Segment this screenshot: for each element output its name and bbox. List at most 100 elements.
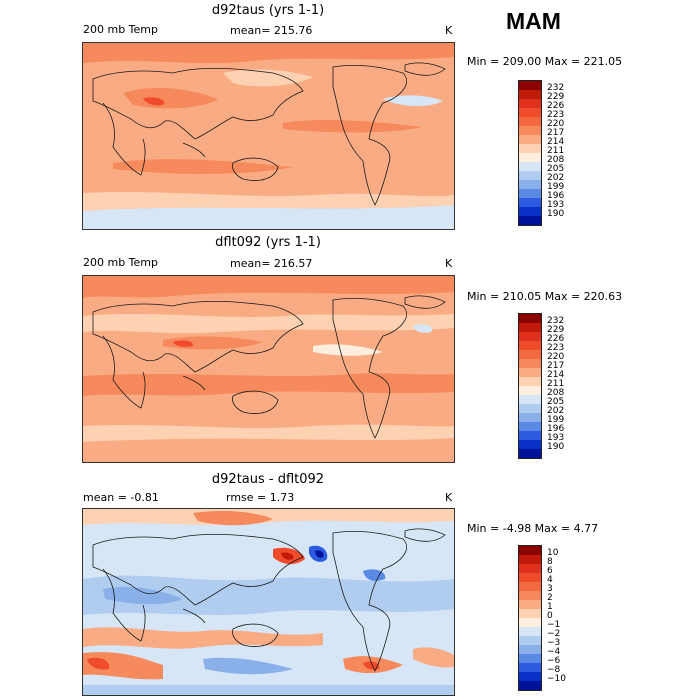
panel1-colorbar-tick-label: 223 [547, 110, 565, 120]
panel1-minmax-label: Min = 209.00 Max = 221.05 [467, 55, 623, 68]
panel1-colorbar-swatch [519, 153, 541, 163]
panel3-map [82, 508, 455, 696]
panel2-units-label: K [445, 257, 453, 270]
panel2-colorbar-swatch [519, 395, 541, 405]
panel3-colorbar-tick-label: −2 [547, 629, 561, 639]
panel2-colorbar-tick-label: 196 [547, 424, 565, 434]
panel3-colorbar-swatch [519, 618, 541, 628]
panel3-rmse-label: rmse = 1.73 [226, 491, 295, 504]
panel1-colorbar-tick-label: 205 [547, 164, 565, 174]
panel3-colorbar-tick-label: −4 [547, 647, 561, 657]
panel2-colorbar-swatch [519, 440, 541, 450]
panel3-colorbar-swatch [519, 627, 541, 637]
panel3-colorbar-swatch [519, 573, 541, 583]
panel2-colorbar-tick-label: 208 [547, 388, 565, 398]
panel3-colorbar-swatch [519, 663, 541, 673]
panel2-colorbar-swatch [519, 386, 541, 396]
panel2-colorbar-swatch [519, 350, 541, 360]
panel3-colorbar-swatch [519, 564, 541, 574]
panel1-colorbar-swatch [519, 198, 541, 208]
panel2-minmax-label: Min = 210.05 Max = 220.63 [467, 290, 623, 303]
panel1-variable-label: 200 mb Temp [83, 23, 159, 36]
panel3-colorbar-swatch [519, 636, 541, 646]
panel2-colorbar-swatch [519, 359, 541, 369]
panel2-colorbar-tick-label: 202 [547, 406, 565, 416]
panel2-colorbar-labels: 232 229 226 223 220 217 214 211 208 205 202 199 196 1… [547, 313, 587, 459]
panel3-colorbar-swatch [519, 591, 541, 601]
panel2-map [82, 275, 455, 463]
panel1-colorbar-tick-label: 193 [547, 200, 565, 210]
panel3-colorbar-swatch [519, 600, 541, 610]
panel1-colorbar-swatches [519, 81, 541, 225]
panel1-colorbar-swatch [519, 135, 541, 145]
panel2-colorbar-swatch [519, 314, 541, 324]
panel2-colorbar-swatch [519, 341, 541, 351]
panel1-colorbar-tick-label: 208 [547, 155, 565, 165]
panel2-colorbar-swatch [519, 404, 541, 414]
panel1-colorbar-tick-label: 232 [547, 83, 565, 93]
panel2-colorbar-tick-label: 190 [547, 442, 565, 452]
panel1-colorbar-swatch [519, 144, 541, 154]
panel2-colorbar-tick-label: 223 [547, 343, 565, 353]
panel3-colorbar-tick-label: 0 [547, 611, 553, 621]
panel2-colorbar-tick-label: 220 [547, 352, 565, 362]
panel3-colorbar-swatch [519, 672, 541, 682]
panel2-colorbar-tick-label: 211 [547, 379, 565, 389]
panel3-units-label: K [445, 491, 453, 504]
panel3-colorbar-tick-label: 6 [547, 566, 553, 576]
panel3-colorbar-swatches [519, 546, 541, 690]
panel3-colorbar-swatch [519, 609, 541, 619]
panel3-colorbar-tick-label: −10 [547, 674, 566, 684]
panel1-colorbar-swatch [519, 117, 541, 127]
season-title: MAM [506, 8, 561, 34]
panel2-title: dflt092 (yrs 1-1) [215, 235, 321, 250]
panel3-colorbar-swatch [519, 582, 541, 592]
panel2-colorbar-swatch [519, 323, 541, 333]
panel1-title: d92taus (yrs 1-1) [211, 3, 325, 18]
panel2-colorbar-swatch [519, 449, 541, 458]
panel1-colorbar-swatch [519, 99, 541, 109]
panel3-colorbar-swatch [519, 681, 541, 690]
panel3-colorbar-tick-label: −3 [547, 638, 561, 648]
panel2-colorbar-swatch [519, 332, 541, 342]
panel2-colorbar-swatch [519, 431, 541, 441]
panel1-mean-label: mean= 215.76 [230, 24, 313, 37]
panel2-colorbar-swatch [519, 413, 541, 423]
panel3-colorbar-swatch [519, 645, 541, 655]
panel3-colorbar [518, 545, 542, 691]
panel2-colorbar-swatch [519, 368, 541, 378]
panel1-colorbar-swatch [519, 189, 541, 199]
panel2-colorbar-swatch [519, 377, 541, 387]
panel2-colorbar-tick-label: 226 [547, 334, 565, 344]
panel3-title: d92taus - dflt092 [211, 472, 325, 487]
panel3-colorbar-tick-label: 2 [547, 593, 553, 603]
panel1-colorbar-labels: 232 229 226 223 220 217 214 211 208 205 202 199 196 1… [547, 80, 587, 226]
panel2-colorbar-tick-label: 232 [547, 316, 565, 326]
panel1-colorbar-tick-label: 199 [547, 182, 565, 192]
panel1-colorbar-swatch [519, 180, 541, 190]
panel1-colorbar-swatch [519, 108, 541, 118]
panel2-colorbar-swatch [519, 422, 541, 432]
panel2-colorbar-tick-label: 217 [547, 361, 565, 371]
panel3-colorbar-swatch [519, 555, 541, 565]
panel1-colorbar-swatch [519, 216, 541, 225]
panel2-colorbar-tick-label: 214 [547, 370, 565, 380]
panel3-colorbar-labels: 10 8 6 4 3 2 1 0 −1 −2 −3 −4 −6 −8 −10 [547, 545, 587, 691]
panel1-colorbar-tick-label: 220 [547, 119, 565, 129]
panel3-colorbar-swatch [519, 654, 541, 664]
panel1-colorbar-tick-label: 196 [547, 191, 565, 201]
panel2-colorbar-tick-label: 193 [547, 433, 565, 443]
panel3-minmax-label: Min = -4.98 Max = 4.77 [467, 522, 599, 535]
panel3-colorbar-tick-label: −1 [547, 620, 561, 630]
panel2-colorbar-tick-label: 199 [547, 415, 565, 425]
panel3-colorbar-tick-label: 10 [547, 548, 559, 558]
panel1-colorbar-swatch [519, 171, 541, 181]
panel1-colorbar-swatch [519, 207, 541, 217]
panel3-colorbar-tick-label: −6 [547, 656, 561, 666]
panel2-colorbar-tick-label: 229 [547, 325, 565, 335]
panel1-colorbar-swatch [519, 81, 541, 91]
panel1-colorbar-swatch [519, 90, 541, 100]
panel3-colorbar-swatch [519, 546, 541, 556]
panel3-colorbar-tick-label: 3 [547, 584, 553, 594]
panel2-colorbar-swatches [519, 314, 541, 458]
